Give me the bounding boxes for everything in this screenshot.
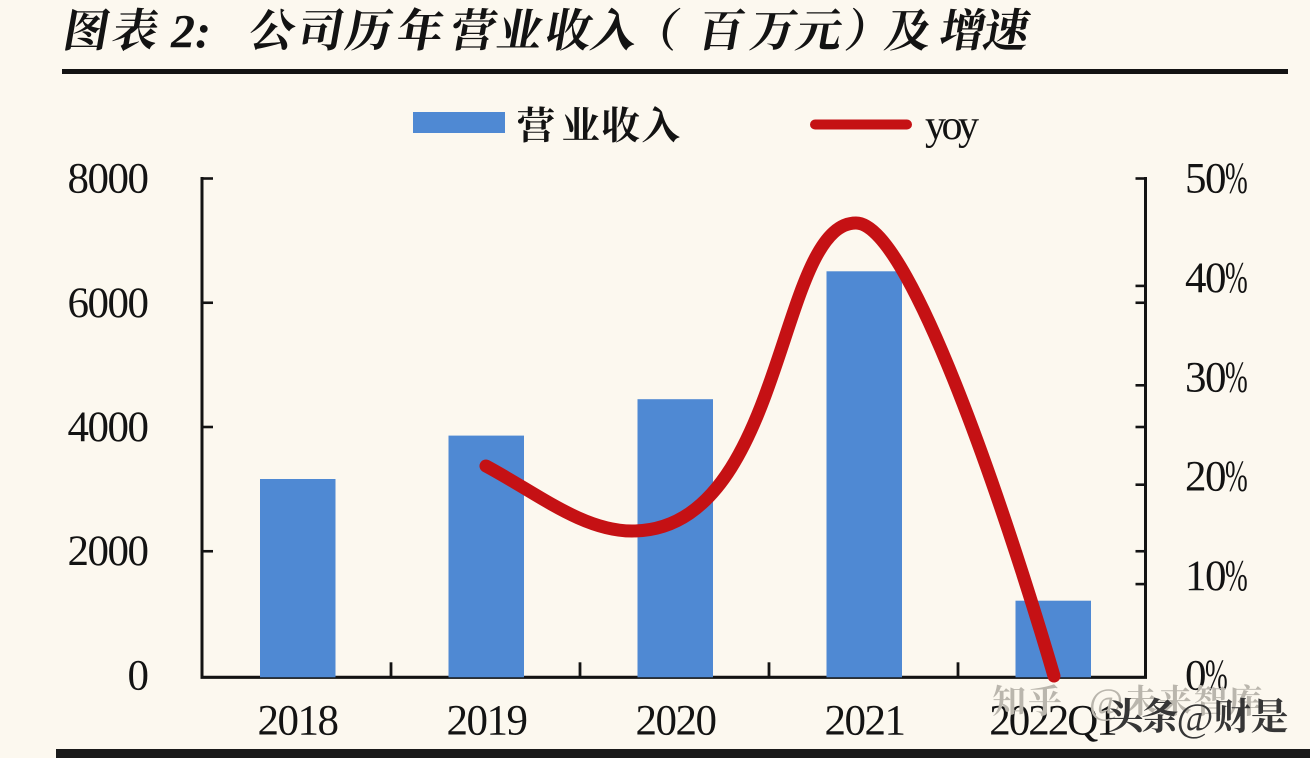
svg-text:2019: 2019 (447, 698, 527, 745)
svg-text:2000: 2000 (68, 528, 148, 575)
svg-text:2:: 2: (170, 6, 211, 59)
svg-text:yoy: yoy (925, 103, 979, 149)
svg-text:2021: 2021 (825, 698, 905, 745)
svg-text:40: 40 (1185, 255, 1225, 302)
svg-text:@: @ (1177, 695, 1214, 740)
svg-text:0: 0 (128, 653, 148, 700)
svg-text:8000: 8000 (68, 156, 148, 203)
svg-text:4000: 4000 (68, 404, 148, 451)
svg-text:30: 30 (1185, 354, 1225, 401)
svg-text:50: 50 (1185, 156, 1225, 203)
svg-text:2018: 2018 (258, 698, 338, 745)
svg-text:%: % (1225, 451, 1248, 500)
svg-text:%: % (1225, 352, 1248, 401)
svg-text:%: % (1225, 550, 1248, 599)
svg-text:2020: 2020 (636, 698, 716, 745)
svg-text:20: 20 (1185, 454, 1225, 501)
svg-text:10: 10 (1185, 553, 1225, 600)
svg-text:%: % (1225, 153, 1248, 202)
svg-text:%: % (1225, 252, 1248, 301)
svg-text:6000: 6000 (68, 280, 148, 327)
